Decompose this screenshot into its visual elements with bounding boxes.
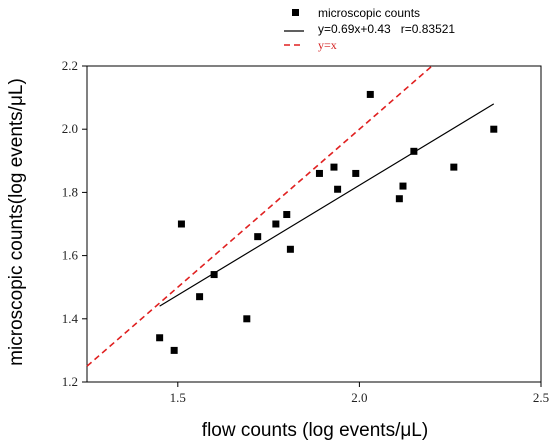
data-point	[334, 185, 342, 193]
data-point	[254, 233, 262, 241]
axis-ticks	[82, 65, 542, 387]
legend-label-fit-line: y=0.69x+0.43 r=0.83521	[318, 22, 455, 36]
legend-label-identity-line: y=x	[318, 38, 337, 52]
x-tick-label: 2.0	[351, 390, 367, 405]
data-point	[156, 334, 164, 342]
x-tick-label: 2.5	[533, 390, 549, 405]
y-tick-label: 1.8	[62, 184, 78, 199]
x-tick-label: 1.5	[170, 390, 186, 405]
data-point	[286, 245, 294, 253]
data-point	[283, 211, 291, 219]
data-point	[395, 195, 403, 203]
legend-label-points: microscopic counts	[318, 6, 420, 20]
data-point	[170, 346, 178, 354]
y-tick-label: 2.0	[62, 121, 78, 136]
plot-area	[86, 65, 542, 383]
y-tick-label: 2.2	[62, 58, 78, 73]
data-points	[156, 90, 498, 354]
chart-lines	[86, 65, 495, 367]
data-point	[352, 169, 360, 177]
axis-tick-labels: 1.5 2.0 2.5 1.2 1.4 1.6 1.8 2.0 2.2	[62, 58, 549, 405]
data-point	[410, 147, 418, 155]
y-tick-label: 1.4	[62, 311, 79, 326]
y-axis-label: microscopic counts(log events/μL)	[6, 78, 27, 366]
legend: microscopic counts y=0.69x+0.43 r=0.8352…	[284, 6, 455, 52]
data-point	[315, 169, 323, 177]
y-tick-label: 1.2	[62, 374, 78, 389]
data-point	[450, 163, 458, 171]
data-point	[366, 90, 374, 98]
data-point	[490, 125, 498, 133]
data-point	[196, 293, 204, 301]
data-point	[399, 182, 407, 190]
identity-line	[86, 65, 433, 367]
data-point	[210, 271, 218, 279]
legend-marker-points	[292, 9, 299, 16]
data-point	[272, 220, 280, 228]
data-point	[177, 220, 185, 228]
plot-frame	[86, 65, 542, 383]
y-tick-label: 1.6	[62, 248, 79, 263]
x-axis-label: flow counts (log events/μL)	[202, 420, 428, 441]
fit-line	[159, 103, 495, 307]
data-point	[330, 163, 338, 171]
data-point	[243, 315, 251, 323]
